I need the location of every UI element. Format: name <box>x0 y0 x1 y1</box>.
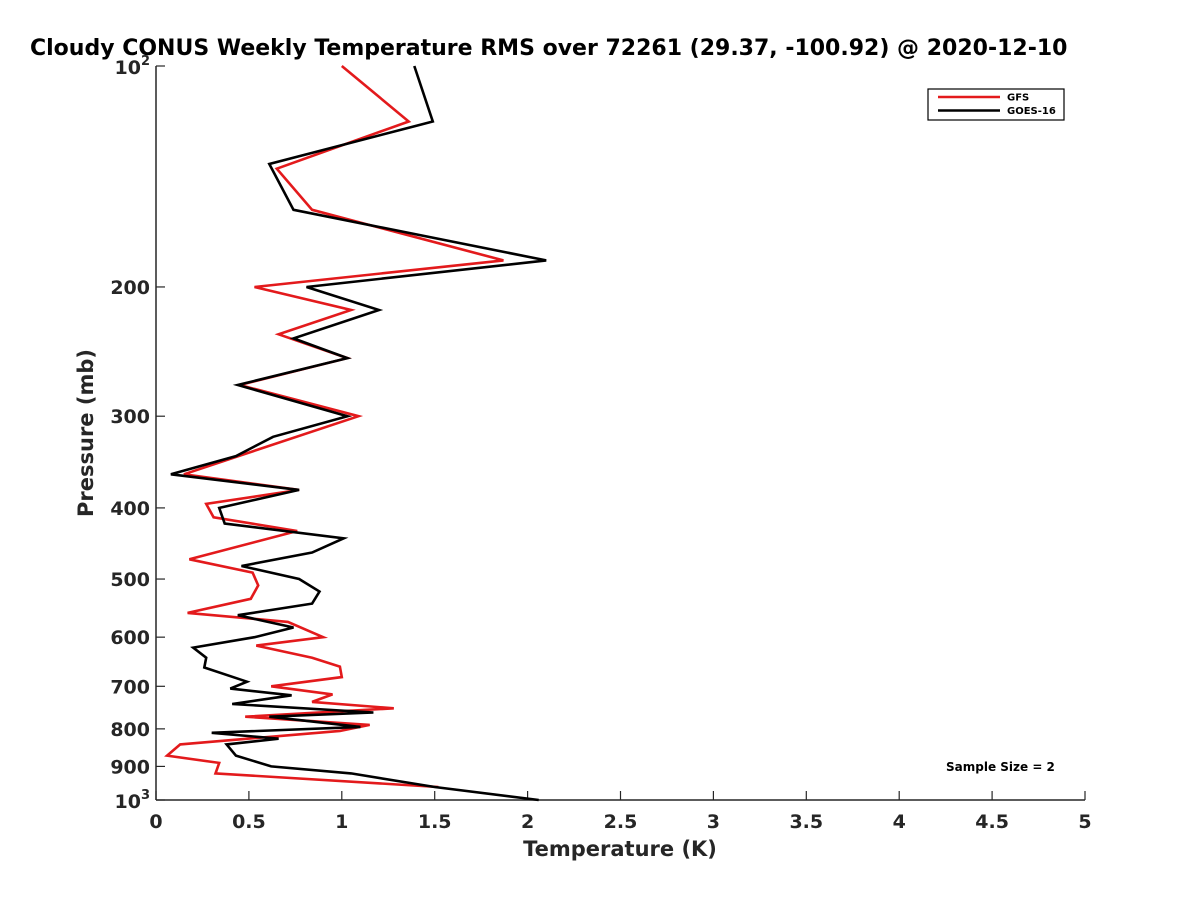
x-tick-label: 3 <box>707 811 720 833</box>
legend-box <box>927 88 1065 121</box>
x-axis-ticks: 0 0.5 1 1.5 2 2.5 3 3.5 4 4.5 5 <box>149 791 1092 833</box>
x-tick-label: 0 <box>149 811 162 833</box>
y-tick-exponent: 3 <box>141 788 150 803</box>
y-tick-label: 800 <box>110 719 150 741</box>
series-layer <box>164 64 547 802</box>
y-tick-label: 500 <box>110 569 150 591</box>
y-tick-label: 900 <box>110 756 150 778</box>
x-tick-label: 2 <box>521 811 534 833</box>
y-axis-label: Pressure (mb) <box>74 349 98 517</box>
x-tick-label: 0.5 <box>232 811 266 833</box>
y-tick-label: 102 <box>115 54 151 79</box>
y-tick-base: 10 <box>115 57 141 79</box>
x-axis-label: Temperature (K) <box>523 837 717 861</box>
y-tick-label: 600 <box>110 627 150 649</box>
chart-title: Cloudy CONUS Weekly Temperature RMS over… <box>30 36 1067 61</box>
y-tick-base: 10 <box>115 791 141 813</box>
x-tick-label: 5 <box>1078 811 1091 833</box>
series-line-goes-16 <box>170 65 547 802</box>
x-tick-label: 2.5 <box>604 811 638 833</box>
y-tick-exponent: 2 <box>141 54 150 69</box>
y-tick-label: 300 <box>110 406 150 428</box>
x-tick-label: 4 <box>893 811 906 833</box>
y-tick-label: 700 <box>110 676 150 698</box>
x-tick-label: 1 <box>335 811 348 833</box>
x-tick-label: 3.5 <box>789 811 823 833</box>
x-tick-label: 4.5 <box>975 811 1009 833</box>
y-tick-label: 103 <box>115 788 151 813</box>
legend-label: GFS <box>1007 93 1029 104</box>
legend-label: GOES-16 <box>1007 106 1056 117</box>
x-tick-label: 1.5 <box>418 811 452 833</box>
sample-size-annotation: Sample Size = 2 <box>946 760 1055 774</box>
legend: GFS GOES-16 <box>927 88 1065 121</box>
y-tick-label: 400 <box>110 498 150 520</box>
y-tick-label: 200 <box>110 277 150 299</box>
